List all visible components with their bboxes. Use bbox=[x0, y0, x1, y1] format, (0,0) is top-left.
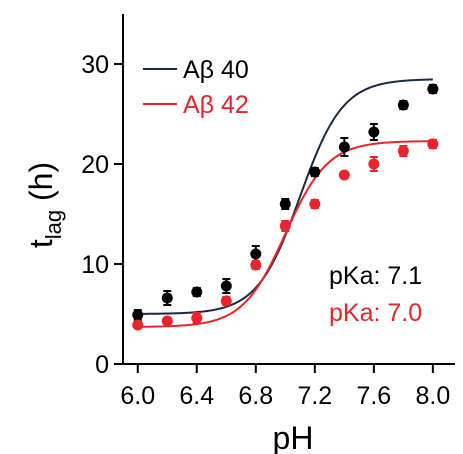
data-point-0-3 bbox=[220, 280, 232, 292]
data-point-0-7 bbox=[338, 141, 350, 153]
data-point-1-10 bbox=[427, 138, 439, 150]
x-tick-label-2: 6.8 bbox=[238, 382, 273, 410]
data-point-1-3 bbox=[220, 295, 232, 307]
data-point-1-0 bbox=[132, 319, 144, 331]
legend-label-abeta40: Aβ 40 bbox=[183, 56, 249, 84]
y-axis-ticks: 0 10 20 30 bbox=[81, 51, 123, 379]
data-point-0-4 bbox=[250, 248, 262, 260]
legend-label-abeta42: Aβ 42 bbox=[183, 91, 249, 119]
x-axis-ticks: 6.0 6.4 6.8 7.2 7.6 8.0 bbox=[120, 364, 450, 410]
fit-curves bbox=[137, 78, 433, 328]
data-point-0-1 bbox=[161, 292, 173, 304]
data-point-1-5 bbox=[279, 220, 291, 232]
x-tick-label-3: 7.2 bbox=[297, 382, 332, 410]
y-tick-label-2: 20 bbox=[81, 151, 109, 179]
x-tick-label-1: 6.4 bbox=[179, 382, 214, 410]
fit-curve-1 bbox=[137, 140, 433, 328]
y-axis-title: tlag (h) bbox=[23, 162, 66, 248]
y-tick-label-0: 0 bbox=[95, 351, 109, 379]
data-point-0-10 bbox=[427, 83, 439, 95]
x-axis-title: pH bbox=[273, 420, 314, 454]
y-axis-title-main: t bbox=[23, 239, 59, 248]
y-axis-title-subscript: lag bbox=[41, 210, 66, 239]
data-point-0-0 bbox=[132, 309, 144, 321]
data-point-0-9 bbox=[397, 99, 409, 111]
data-point-1-8 bbox=[368, 158, 380, 170]
data-point-0-6 bbox=[309, 166, 321, 178]
data-point-0-8 bbox=[368, 126, 380, 138]
y-axis-title-unit: (h) bbox=[23, 162, 59, 210]
data-point-0-2 bbox=[191, 286, 203, 298]
data-point-1-2 bbox=[191, 312, 203, 324]
svg-text:tlag (h): tlag (h) bbox=[23, 162, 66, 248]
y-tick-label-1: 10 bbox=[81, 251, 109, 279]
data-point-1-1 bbox=[161, 315, 173, 327]
data-point-1-9 bbox=[397, 145, 409, 157]
y-tick-label-3: 30 bbox=[81, 51, 109, 79]
x-tick-label-4: 7.6 bbox=[356, 382, 391, 410]
legend: Aβ 40 Aβ 42 bbox=[143, 56, 249, 119]
data-point-0-5 bbox=[279, 198, 291, 210]
pka-label-abeta40: pKa: 7.1 bbox=[329, 262, 422, 290]
pka-label-abeta42: pKa: 7.0 bbox=[329, 299, 422, 327]
x-tick-label-5: 8.0 bbox=[415, 382, 450, 410]
x-tick-label-0: 6.0 bbox=[120, 382, 155, 410]
data-point-1-7 bbox=[338, 169, 350, 181]
data-point-1-6 bbox=[309, 198, 321, 210]
data-point-1-4 bbox=[250, 259, 262, 271]
data-points bbox=[132, 83, 439, 331]
